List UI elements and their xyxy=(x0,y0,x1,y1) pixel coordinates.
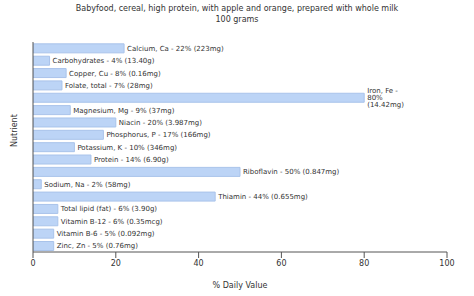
html-text:Babyfood, cereal, high protein: Babyfood, cereal, high protein, with app… xyxy=(75,4,399,13)
svg-text:Riboflavin - 50% (0.847mg): Riboflavin - 50% (0.847mg) xyxy=(243,168,340,176)
svg-text:60: 60 xyxy=(276,259,286,268)
svg-text:0: 0 xyxy=(30,259,35,268)
svg-text:100: 100 xyxy=(439,259,454,268)
svg-text:Carbohydrates - 4% (13.40g): Carbohydrates - 4% (13.40g) xyxy=(53,57,155,65)
svg-text:Zinc, Zn - 5% (0.76mg): Zinc, Zn - 5% (0.76mg) xyxy=(57,242,139,250)
svg-text:% Daily Value: % Daily Value xyxy=(213,281,268,290)
svg-text:Iron, Fe -80%(14.42mg): Iron, Fe -80%(14.42mg) xyxy=(367,87,404,109)
svg-text:Total lipid (fat) - 6% (3.90g): Total lipid (fat) - 6% (3.90g) xyxy=(60,205,158,213)
svg-text:Thiamin - 44% (0.655mg): Thiamin - 44% (0.655mg) xyxy=(217,193,308,201)
svg-text:40: 40 xyxy=(194,259,204,268)
svg-text:Phosphorus, P - 17% (166mg): Phosphorus, P - 17% (166mg) xyxy=(106,131,210,139)
svg-text:Sodium, Na - 2% (58mg): Sodium, Na - 2% (58mg) xyxy=(44,181,131,189)
svg-text:Vitamin B-6 - 5% (0.092mg): Vitamin B-6 - 5% (0.092mg) xyxy=(57,230,155,238)
svg-text:Vitamin B-12 - 6% (0.35mcg): Vitamin B-12 - 6% (0.35mcg) xyxy=(61,218,163,226)
svg-text:Copper, Cu - 8% (0.16mg): Copper, Cu - 8% (0.16mg) xyxy=(69,70,161,78)
svg-text:Protein - 14% (6.90g): Protein - 14% (6.90g) xyxy=(94,156,169,164)
svg-text:Folate, total - 7% (28mg): Folate, total - 7% (28mg) xyxy=(65,82,153,90)
svg-text:80: 80 xyxy=(359,259,369,268)
svg-text:20: 20 xyxy=(111,259,121,268)
svg-text:Nutrient: Nutrient xyxy=(10,114,19,147)
html-text:100 grams: 100 grams xyxy=(215,15,259,24)
svg-text:Calcium, Ca - 22% (223mg): Calcium, Ca - 22% (223mg) xyxy=(127,45,224,53)
svg-text:Potassium, K - 10% (346mg): Potassium, K - 10% (346mg) xyxy=(77,144,177,152)
svg-text:Niacin - 20% (3.987mg): Niacin - 20% (3.987mg) xyxy=(119,119,202,127)
svg-text:Magnesium, Mg - 9% (37mg): Magnesium, Mg - 9% (37mg) xyxy=(73,107,175,115)
